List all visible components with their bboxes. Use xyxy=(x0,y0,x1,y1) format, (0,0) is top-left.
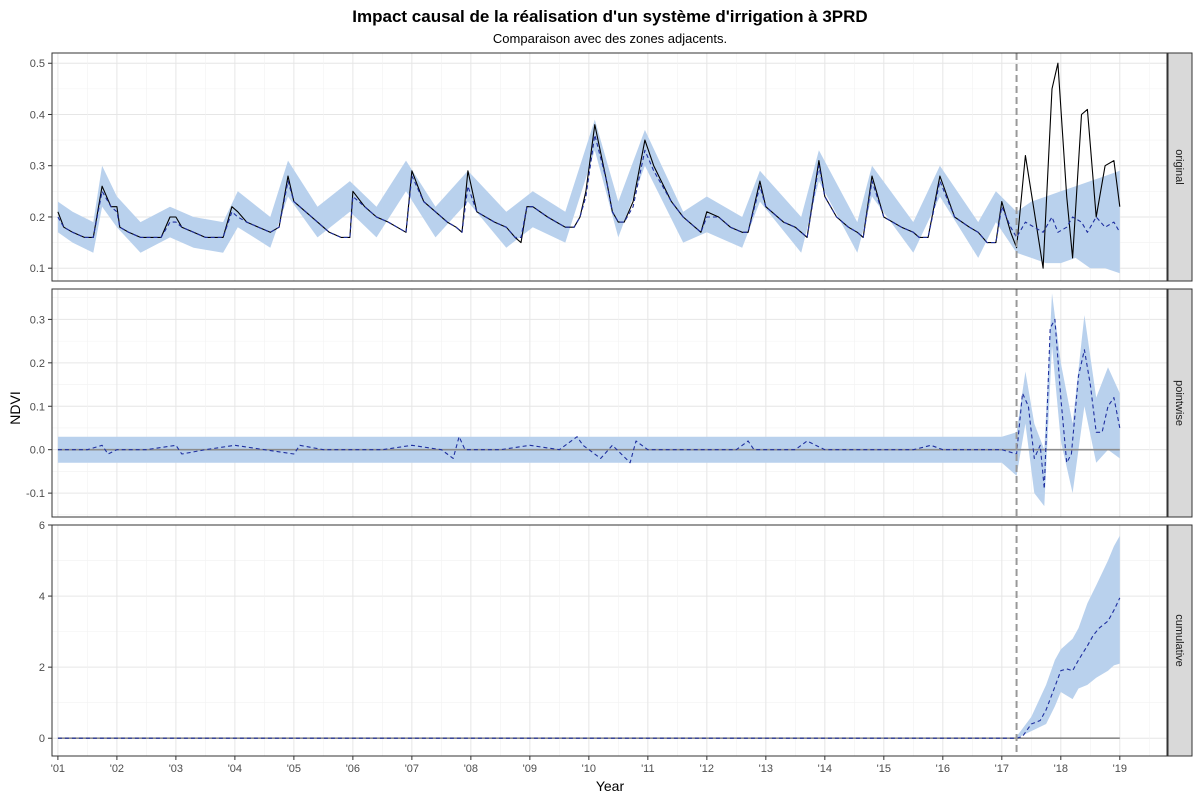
panel-background xyxy=(52,525,1167,756)
x-tick-label: '07 xyxy=(405,763,419,775)
x-tick-label: '05 xyxy=(287,763,301,775)
y-tick-label: -0.1 xyxy=(26,488,45,500)
y-tick-label: 0.3 xyxy=(30,161,45,173)
panel-border xyxy=(51,524,1168,757)
y-tick-label: 2 xyxy=(39,662,45,674)
confidence-band xyxy=(57,293,1120,507)
x-tick-label: '04 xyxy=(228,763,242,775)
panel-data-cumulative xyxy=(57,535,1121,740)
y-tick-label: 0.2 xyxy=(30,358,45,370)
y-tick-label: 0.5 xyxy=(30,58,45,70)
y-tick-label: 0.1 xyxy=(30,401,45,413)
panel-border xyxy=(51,288,1168,518)
x-tick-label: '02 xyxy=(110,763,124,775)
y-tick-label: 4 xyxy=(39,591,45,603)
facet-strip-label: original xyxy=(1173,149,1185,184)
confidence-band xyxy=(1016,535,1120,739)
x-axis-title: Year xyxy=(596,778,625,794)
facet-strip-cumulative xyxy=(1167,524,1193,757)
prediction-line xyxy=(57,134,1121,244)
panel-cumulative: 0 2 4 6 cumulative xyxy=(39,520,1193,757)
chart-title: Impact causal de la réalisation d'un sys… xyxy=(352,7,867,26)
x-tick-label: '09 xyxy=(523,763,537,775)
x-axis: '01 '02 '03 '04 '05 '06 '07 '08 '09 '10 '11 '12 '13 '… xyxy=(51,756,1127,775)
y-axis-title: NDVI xyxy=(7,391,23,424)
panel-background xyxy=(52,289,1167,517)
x-tick-label: '06 xyxy=(346,763,360,775)
facet-strip-pointwise xyxy=(1167,288,1193,518)
y-tick-label: 0 xyxy=(39,733,45,745)
panel-original: 0.1 0.2 0.3 0.4 0.5 original xyxy=(30,52,1193,282)
facet-panels: 0.1 0.2 0.3 0.4 0.5 original -0.1 0.0 0.1 0.2 0.3 p… xyxy=(26,52,1193,757)
panel-border xyxy=(51,52,1168,282)
x-tick-label: '16 xyxy=(936,763,950,775)
y-tick-label: 6 xyxy=(39,520,45,532)
x-tick-label: '19 xyxy=(1113,763,1127,775)
prediction-line xyxy=(57,597,1121,739)
panel-data-original xyxy=(57,62,1121,274)
x-tick-label: '12 xyxy=(700,763,714,775)
confidence-band xyxy=(57,119,1120,274)
x-tick-label: '14 xyxy=(818,763,832,775)
x-tick-label: '17 xyxy=(995,763,1009,775)
panel-data-pointwise xyxy=(57,293,1121,507)
x-tick-label: '10 xyxy=(582,763,596,775)
facet-strip-label: pointwise xyxy=(1173,380,1185,426)
x-tick-label: '08 xyxy=(464,763,478,775)
y-tick-label: 0.3 xyxy=(30,314,45,326)
x-tick-label: '03 xyxy=(169,763,183,775)
facet-strip-label: cumulative xyxy=(1173,614,1185,667)
prediction-line xyxy=(57,318,1121,490)
y-tick-label: 0.0 xyxy=(30,445,45,457)
y-tick-label: 0.4 xyxy=(30,109,45,121)
x-tick-label: '11 xyxy=(641,763,655,775)
x-tick-label: '15 xyxy=(877,763,891,775)
facet-strip-original xyxy=(1167,52,1193,282)
y-tick-label: 0.1 xyxy=(30,263,45,275)
panel-pointwise: -0.1 0.0 0.1 0.2 0.3 pointwise xyxy=(26,288,1193,518)
x-tick-label: '13 xyxy=(759,763,773,775)
x-tick-label: '18 xyxy=(1054,763,1068,775)
x-tick-label: '01 xyxy=(51,763,65,775)
y-tick-label: 0.2 xyxy=(30,212,45,224)
chart-subtitle: Comparaison avec des zones adjacents. xyxy=(493,31,727,46)
